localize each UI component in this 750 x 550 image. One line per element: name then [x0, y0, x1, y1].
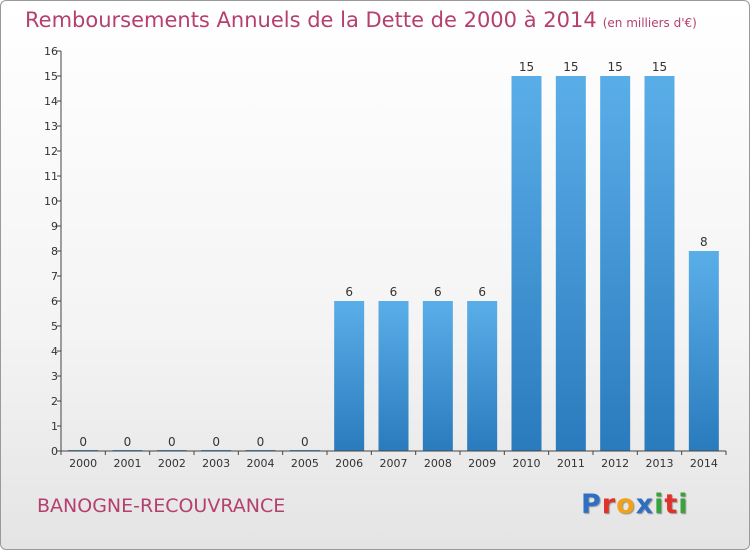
x-tick-label: 2010 [513, 457, 541, 470]
x-tick-label: 2011 [557, 457, 585, 470]
y-tick-label: 15 [44, 70, 58, 83]
logo-letter: t [664, 489, 679, 520]
y-tick-label: 7 [51, 270, 58, 283]
y-tick-label: 0 [51, 445, 58, 458]
bar-value-label: 0 [168, 435, 176, 449]
y-tick-label: 8 [51, 245, 58, 258]
chart-title-text: Remboursements Annuels de la Dette de 20… [25, 8, 597, 32]
bar [644, 76, 675, 451]
bar-value-label: 0 [301, 435, 309, 449]
bar [378, 301, 409, 451]
proxiti-logo: Proxiti [581, 489, 689, 520]
x-tick-label: 2012 [601, 457, 629, 470]
bar-value-label: 8 [700, 235, 708, 249]
x-tick-label: 2008 [424, 457, 452, 470]
y-tick-label: 1 [51, 420, 58, 433]
bar-value-label: 15 [563, 60, 578, 74]
logo-letter: i [678, 489, 689, 520]
bar [334, 301, 365, 451]
chart-title: Remboursements Annuels de la Dette de 20… [25, 8, 697, 32]
logo-letter: P [581, 489, 602, 520]
bar [422, 301, 453, 451]
x-tick-label: 2002 [158, 457, 186, 470]
logo-letter: r [601, 489, 617, 520]
y-tick-label: 9 [51, 220, 58, 233]
y-tick-label: 2 [51, 395, 58, 408]
bar-value-label: 6 [478, 285, 486, 299]
bar [600, 76, 631, 451]
bar [688, 251, 719, 451]
y-tick-label: 13 [44, 120, 58, 133]
y-tick-label: 6 [51, 295, 58, 308]
bar-value-label: 6 [390, 285, 398, 299]
bar-value-label: 0 [212, 435, 220, 449]
y-tick-label: 12 [44, 145, 58, 158]
commune-name: BANOGNE-RECOUVRANCE [37, 495, 286, 517]
y-tick-label: 10 [44, 195, 58, 208]
bar-value-label: 0 [257, 435, 265, 449]
x-tick-label: 2004 [247, 457, 275, 470]
bar-value-label: 15 [652, 60, 667, 74]
x-tick-label: 2001 [114, 457, 142, 470]
y-tick-label: 11 [44, 170, 58, 183]
y-tick-label: 5 [51, 320, 58, 333]
logo-letter: x [635, 489, 655, 520]
bar [555, 76, 586, 451]
bar-value-label: 6 [345, 285, 353, 299]
x-tick-label: 2000 [69, 457, 97, 470]
chart-unit: (en milliers d'€) [602, 16, 697, 30]
bar-value-label: 0 [124, 435, 132, 449]
x-tick-label: 2006 [335, 457, 363, 470]
x-tick-label: 2003 [202, 457, 230, 470]
logo-letter: i [654, 489, 665, 520]
y-tick-label: 3 [51, 370, 58, 383]
bar-value-label: 6 [434, 285, 442, 299]
bar-value-label: 0 [79, 435, 87, 449]
bar-value-label: 15 [608, 60, 623, 74]
x-tick-label: 2013 [646, 457, 674, 470]
logo-letter: o [616, 489, 636, 520]
y-tick-label: 4 [51, 345, 58, 358]
x-tick-label: 2009 [468, 457, 496, 470]
y-tick-label: 16 [44, 45, 58, 58]
bar [467, 301, 498, 451]
bar-value-label: 15 [519, 60, 534, 74]
x-tick-label: 2014 [690, 457, 718, 470]
bar [511, 76, 542, 451]
x-tick-label: 2007 [380, 457, 408, 470]
y-tick-label: 14 [44, 95, 58, 108]
x-tick-label: 2005 [291, 457, 319, 470]
